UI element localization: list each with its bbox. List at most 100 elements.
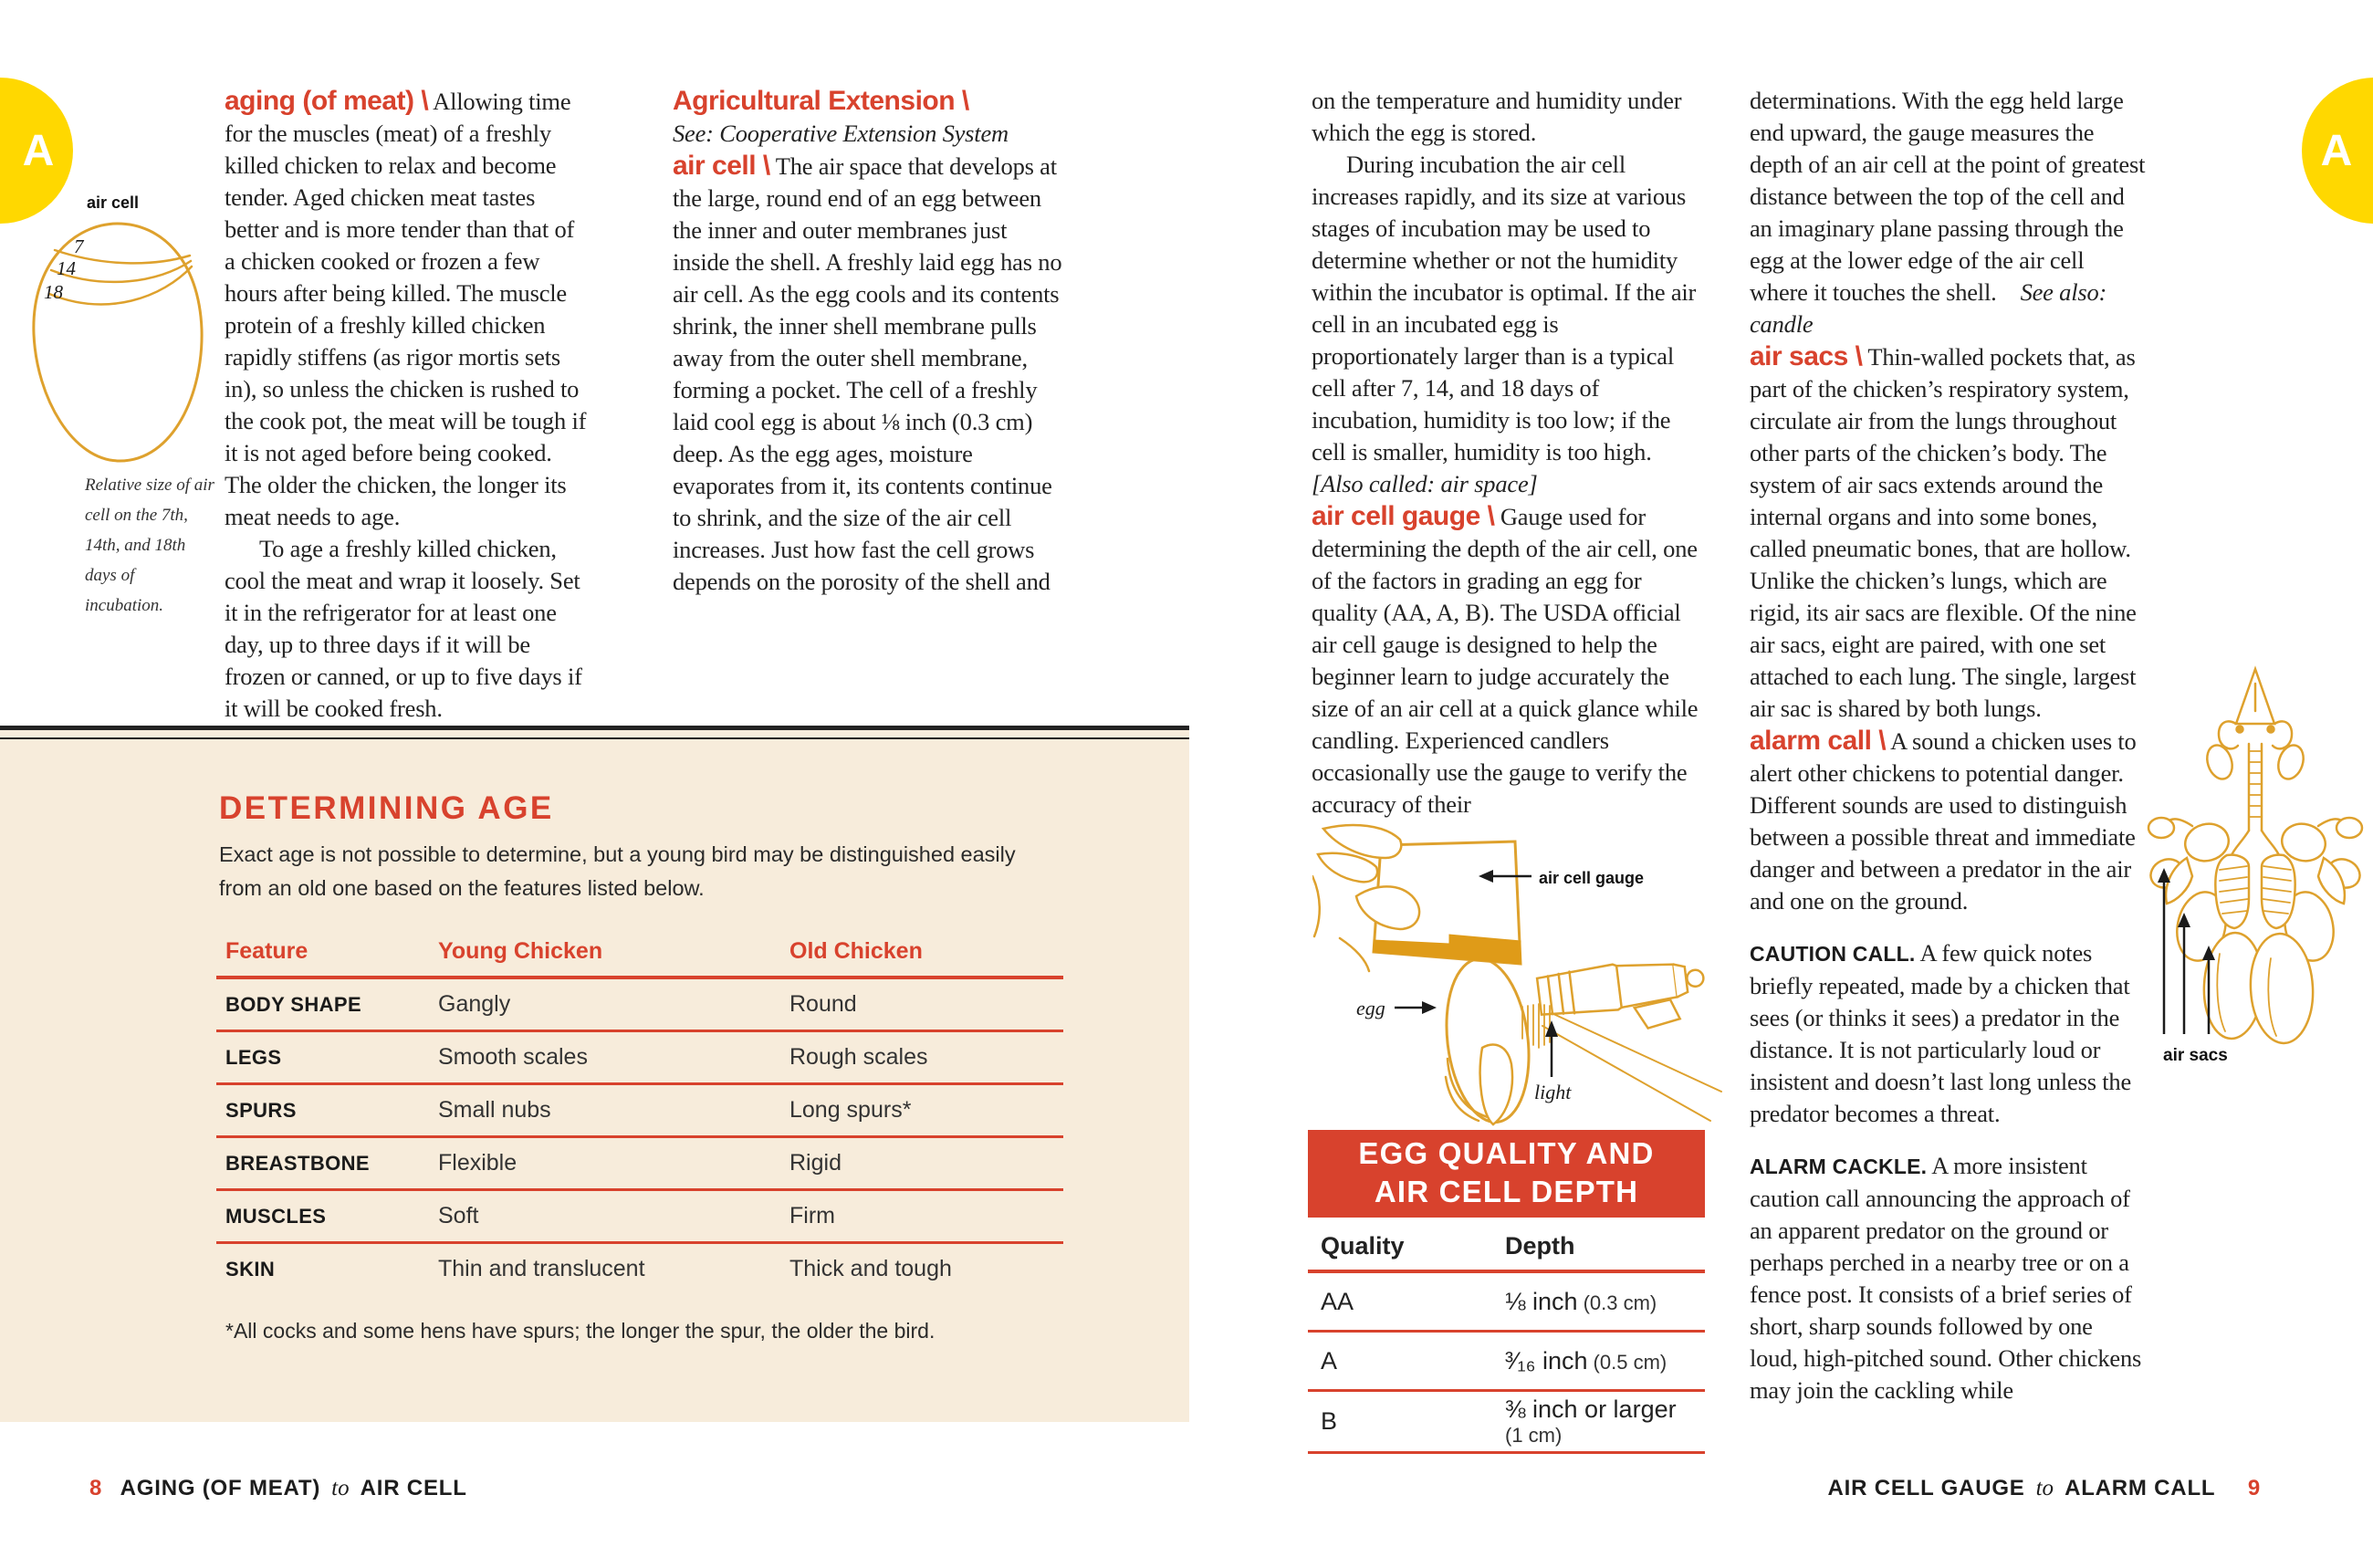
depth-value: ⅛ inch bbox=[1505, 1287, 1578, 1315]
column-header-depth: Depth bbox=[1505, 1232, 1575, 1260]
depth-value: ³⁄₁₆ inch bbox=[1505, 1346, 1588, 1375]
table-row: AA ⅛ inch (0.3 cm) bbox=[1308, 1273, 1705, 1333]
light-rays bbox=[1521, 1003, 1551, 1049]
egg-quality-title-line2: AIR CELL DEPTH bbox=[1374, 1175, 1639, 1208]
table-header-row: Feature Young Chicken Old Chicken bbox=[216, 938, 1063, 979]
column-air-cell-continued: on the temperature and humidity under wh… bbox=[1312, 85, 1699, 821]
depth-note: (1 cm) bbox=[1505, 1424, 1563, 1447]
young-cell: Thin and translucent bbox=[438, 1256, 645, 1281]
entry-body-air-sacs: Thin-walled pockets that, as part of the… bbox=[1750, 343, 2137, 722]
entry-air-cell: air cell \ The air space that develops a… bbox=[673, 150, 1067, 598]
gauge-label: air cell gauge bbox=[1539, 869, 1644, 887]
gauge-continuation-text: determinations. With the egg held large … bbox=[1750, 87, 2146, 306]
column-air-sacs: determinations. With the egg held large … bbox=[1750, 85, 2146, 1406]
column-header-old: Old Chicken bbox=[789, 938, 923, 964]
air-sacs-diagram: air sacs bbox=[2147, 665, 2364, 1065]
hand-holding-gauge bbox=[1312, 823, 1421, 973]
old-cell: Round bbox=[789, 991, 857, 1017]
entry-body-air-cell: The air space that develops at the large… bbox=[673, 152, 1062, 595]
entry-body-aging: Allowing time for the muscles (meat) of … bbox=[225, 88, 587, 530]
panel-top-rule bbox=[0, 737, 1189, 739]
egg-diagram-caption: Relative size of air cell on the 7th, 14… bbox=[85, 476, 214, 615]
air-sacs-label: air sacs bbox=[2163, 1046, 2228, 1065]
young-cell: Soft bbox=[438, 1203, 479, 1228]
depth-note: (0.5 cm) bbox=[1593, 1350, 1667, 1374]
entry-term-air-sacs: air sacs \ bbox=[1750, 341, 1863, 371]
panel-title: DETERMINING AGE bbox=[219, 790, 554, 826]
cross-reference: See: Cooperative Extension System bbox=[673, 120, 1009, 147]
table-row: MUSCLES Soft Firm bbox=[216, 1191, 1063, 1244]
table-row: SPURS Small nubs Long spurs* bbox=[216, 1085, 1063, 1138]
egg-quality-table: EGG QUALITY AND AIR CELL DEPTH Quality D… bbox=[1308, 1130, 1705, 1454]
depth-note: (0.3 cm) bbox=[1583, 1291, 1657, 1314]
entry-term-air-cell: air cell \ bbox=[673, 151, 770, 181]
air-cell-line-day18 bbox=[47, 265, 193, 306]
depth-cell: ⅛ inch (0.3 cm) bbox=[1505, 1288, 1705, 1316]
column-header-feature: Feature bbox=[225, 938, 308, 964]
candling-light-illustration bbox=[1535, 963, 1705, 1030]
day18-label: 18 bbox=[44, 281, 64, 303]
light-arrowhead bbox=[1545, 1020, 1558, 1037]
egg-quality-header-row: Quality Depth bbox=[1308, 1218, 1705, 1273]
feature-cell: LEGS bbox=[225, 1045, 282, 1069]
left-page-footer: 8 AGING (OF MEAT) to AIR CELL bbox=[84, 1476, 473, 1501]
egg-label: egg bbox=[1356, 997, 1385, 1019]
air-cell-gauge-continuation: determinations. With the egg held large … bbox=[1750, 85, 2146, 340]
young-cell: Flexible bbox=[438, 1150, 517, 1176]
footer-connector: to bbox=[331, 1476, 350, 1500]
entry-aging: aging (of meat) \ Allowing time for the … bbox=[225, 85, 590, 533]
alarm-cackle-paragraph: ALARM CACKLE. A more insistent caution c… bbox=[1750, 1150, 2146, 1406]
entry-term-agricultural-extension: Agricultural Extension \ bbox=[673, 86, 969, 116]
entry-air-cell-gauge: air cell gauge \ Gauge used for determin… bbox=[1312, 500, 1699, 821]
air-cell-line-day7 bbox=[53, 248, 192, 265]
light-label: light bbox=[1534, 1081, 1572, 1103]
old-cell: Thick and tough bbox=[789, 1256, 952, 1281]
column-aging: aging (of meat) \ Allowing time for the … bbox=[225, 85, 590, 725]
caution-call-lead: CAUTION CALL. bbox=[1750, 942, 1916, 966]
table-row: SKIN Thin and translucent Thick and toug… bbox=[216, 1244, 1063, 1294]
egg-quality-title: EGG QUALITY AND AIR CELL DEPTH bbox=[1308, 1130, 1705, 1218]
caution-call-paragraph: CAUTION CALL. A few quick notes briefly … bbox=[1750, 937, 2146, 1130]
young-cell: Smooth scales bbox=[438, 1044, 588, 1070]
air-cell-line-day14 bbox=[49, 259, 193, 284]
young-cell: Small nubs bbox=[438, 1097, 551, 1123]
table-row: BODY SHAPE Gangly Round bbox=[216, 979, 1063, 1032]
alarm-cackle-lead: ALARM CACKLE. bbox=[1750, 1155, 1928, 1178]
entry-term-aging: aging (of meat) \ bbox=[225, 86, 429, 116]
caution-call-body: A few quick notes briefly repeated, made… bbox=[1750, 939, 2132, 1127]
entry-agricultural-extension: Agricultural Extension \ bbox=[673, 85, 1067, 118]
table-footnote: *All cocks and some hens have spurs; the… bbox=[225, 1319, 936, 1343]
day7-label: 7 bbox=[74, 235, 85, 257]
old-cell: Rough scales bbox=[789, 1044, 928, 1070]
entry-body-alarm-call: A sound a chicken uses to alert other ch… bbox=[1750, 727, 2137, 915]
letter-tab-right-label: A bbox=[2320, 127, 2353, 175]
see-also-note: See also: candle bbox=[1750, 278, 2107, 338]
feature-cell: MUSCLES bbox=[225, 1204, 327, 1228]
gauge-arrowhead bbox=[1479, 870, 1493, 883]
egg-quality-title-line1: EGG QUALITY AND bbox=[1358, 1136, 1655, 1170]
entry-term-alarm-call: alarm call \ bbox=[1750, 726, 1887, 756]
determining-age-table: Feature Young Chicken Old Chicken BODY S… bbox=[216, 938, 1063, 1294]
letter-tab-left-label: A bbox=[22, 127, 55, 175]
table-row: B ⅜ inch or larger (1 cm) bbox=[1308, 1392, 1705, 1454]
old-cell: Long spurs* bbox=[789, 1097, 912, 1123]
entry-alarm-call: alarm call \ A sound a chicken uses to a… bbox=[1750, 725, 2146, 917]
table-row: LEGS Smooth scales Rough scales bbox=[216, 1032, 1063, 1085]
old-cell: Rigid bbox=[789, 1150, 842, 1176]
table-row: BREASTBONE Flexible Rigid bbox=[216, 1138, 1063, 1191]
column-air-cell: Agricultural Extension \ See: Cooperativ… bbox=[673, 85, 1067, 598]
quality-cell: A bbox=[1321, 1346, 1338, 1375]
air-cell-label: air cell bbox=[87, 193, 139, 212]
air-cell-incubation-paragraph: During incubation the air cell increases… bbox=[1312, 151, 1697, 465]
young-cell: Gangly bbox=[438, 991, 511, 1017]
surface-lines bbox=[1542, 1012, 1722, 1122]
panel-intro: Exact age is not possible to determine, … bbox=[219, 842, 1016, 900]
right-page-footer: AIR CELL GAUGE to ALARM CALL 9 bbox=[1823, 1476, 2267, 1501]
entry-term-air-cell-gauge: air cell gauge \ bbox=[1312, 501, 1495, 531]
footer-connector: to bbox=[2035, 1476, 2054, 1500]
feature-cell: SKIN bbox=[225, 1257, 276, 1281]
footer-range-end: ALARM CALL bbox=[2065, 1476, 2216, 1500]
quality-cell: B bbox=[1321, 1407, 1338, 1435]
depth-value: ⅜ inch or larger bbox=[1505, 1396, 1677, 1423]
